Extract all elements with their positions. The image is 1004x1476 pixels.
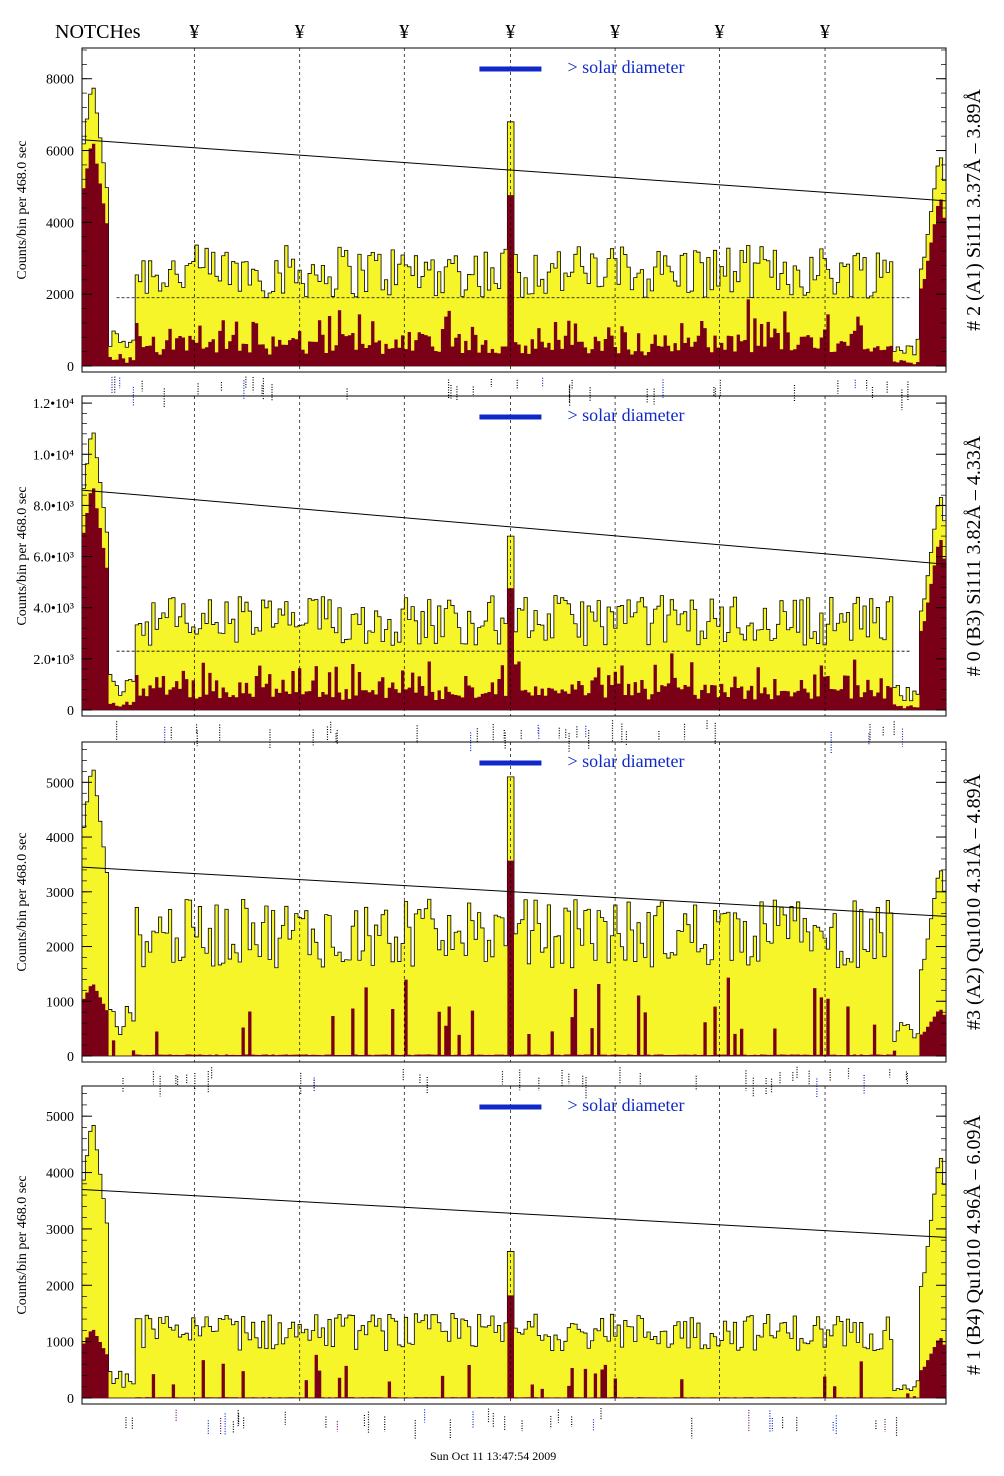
panel-title: # 1 (B4) Qu1010 4.96Å – 6.09Å xyxy=(963,1114,985,1375)
y-tick-label: 1000 xyxy=(46,995,74,1010)
y-tick-label: 8.0•10³ xyxy=(33,499,74,514)
solar-diameter-label: > solar diameter xyxy=(567,751,684,771)
trend-line xyxy=(81,139,947,202)
y-tick-label: 5000 xyxy=(46,1110,74,1125)
notch-marker-1: ¥ xyxy=(189,21,199,43)
y-axis-label: Counts/bin per 468.0 sec xyxy=(15,140,30,279)
y-tick-label: 2000 xyxy=(46,1279,74,1294)
y-tick-label: 0 xyxy=(67,1050,74,1065)
panel-title: # 0 (B3) Si111 3.82Å – 4.33Å xyxy=(963,435,985,676)
trend-line xyxy=(81,866,947,917)
timestamp-label: Sun Oct 11 13:47:54 2009 xyxy=(430,1449,556,1463)
notch-marker-6: ¥ xyxy=(715,21,725,43)
y-tick-label: 3000 xyxy=(46,886,74,901)
notch-marker-3: ¥ xyxy=(399,21,409,43)
chart-panels: 0 2000 4000 6000 8000 Counts/bin per 468.0 se… xyxy=(15,47,985,1440)
y-tick-label: 1.2•10⁴ xyxy=(33,397,74,412)
notch-marker-2: ¥ xyxy=(295,21,305,43)
detail-counts-series xyxy=(82,488,946,710)
y-tick-label: 6000 xyxy=(46,145,74,160)
trend-line xyxy=(81,1188,947,1238)
y-tick-label: 0 xyxy=(67,704,74,719)
y-tick-label: 0 xyxy=(67,1392,74,1407)
notches-label: NOTCHes xyxy=(55,21,141,43)
y-axis-label: Counts/bin per 468.0 sec xyxy=(15,1175,30,1314)
total-counts-series xyxy=(81,432,947,711)
y-tick-label: 0 xyxy=(67,360,74,375)
detail-counts-series xyxy=(82,1295,946,1398)
y-tick-label: 4000 xyxy=(46,216,74,231)
detail-counts-series xyxy=(82,143,946,366)
y-tick-label: 4.0•10³ xyxy=(33,602,74,617)
y-tick-label: 6.0•10³ xyxy=(33,551,74,566)
solar-diameter-label: > solar diameter xyxy=(567,405,684,425)
y-tick-label: 2000 xyxy=(46,288,74,303)
trend-line xyxy=(81,489,947,565)
y-tick-label: 8000 xyxy=(46,73,74,88)
panel-title: # 2 (A1) Si111 3.37Å – 3.89Å xyxy=(963,89,985,331)
notch-marker-5: ¥ xyxy=(610,21,620,43)
notch-marker-7: ¥ xyxy=(820,21,830,43)
y-tick-label: 1000 xyxy=(46,1336,74,1351)
y-tick-label: 1.0•10⁴ xyxy=(33,448,74,463)
panel-3: 0 1000 2000 3000 4000 5000 Counts/bin per 468.… xyxy=(15,741,985,1099)
solar-diameter-label: > solar diameter xyxy=(567,57,684,77)
y-axis-label: Counts/bin per 468.0 sec xyxy=(15,486,30,625)
detail-counts-series xyxy=(82,860,946,1056)
panel-1: 0 2000 4000 6000 8000 Counts/bin per 468.0 se… xyxy=(15,47,985,411)
solar-diameter-label: > solar diameter xyxy=(567,1095,684,1115)
y-tick-label: 5000 xyxy=(46,776,74,791)
notch-markers: ¥ ¥ ¥ ¥ ¥ ¥ ¥ xyxy=(189,21,830,43)
panel-title: #3 (A2) Qu1010 4.31Å – 4.89Å xyxy=(963,773,985,1030)
y-axis-label: Counts/bin per 468.0 sec xyxy=(15,832,30,971)
y-tick-label: 2000 xyxy=(46,941,74,956)
notch-marker-4: ¥ xyxy=(506,21,516,43)
y-tick-label: 4000 xyxy=(46,1167,74,1182)
total-counts-series xyxy=(81,1125,947,1399)
panel-4: 0 1000 2000 3000 4000 5000 Counts/bin per 468.… xyxy=(15,1085,985,1440)
y-tick-label: 2.0•10³ xyxy=(33,653,74,668)
y-tick-label: 4000 xyxy=(46,831,74,846)
y-tick-label: 3000 xyxy=(46,1223,74,1238)
panel-2: 0 2.0•10³ 4.0•10³ 6.0•10³ 8.0•10³ 1.0•10⁴ 1.2•… xyxy=(15,395,985,754)
